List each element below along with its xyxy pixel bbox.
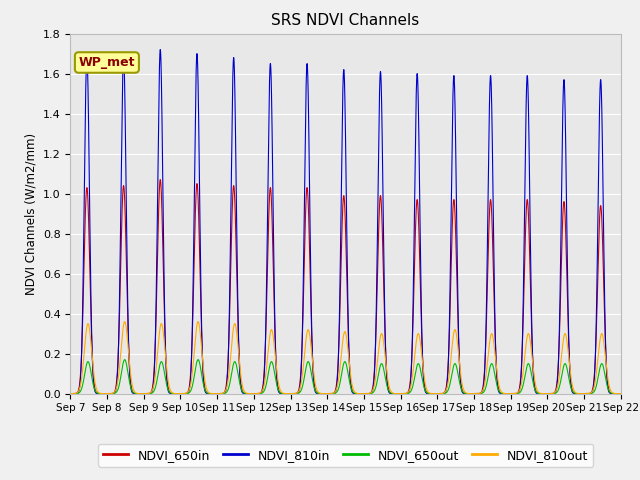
NDVI_810out <box>67 391 74 396</box>
NDVI_810out <box>179 391 186 396</box>
NDVI_650out <box>422 388 429 394</box>
Title: SRS NDVI Channels: SRS NDVI Channels <box>271 13 420 28</box>
NDVI_650out <box>397 391 404 396</box>
NDVI_650in <box>500 391 508 396</box>
NDVI_810in <box>67 391 74 396</box>
NDVI_810in <box>179 391 186 396</box>
NDVI_650out <box>67 391 74 396</box>
NDVI_650in <box>617 391 625 396</box>
NDVI_650out <box>121 357 129 362</box>
NDVI_810out <box>397 391 404 396</box>
NDVI_810out <box>121 319 129 324</box>
NDVI_650out <box>179 391 186 396</box>
Line: NDVI_650in: NDVI_650in <box>70 180 621 394</box>
Line: NDVI_650out: NDVI_650out <box>70 360 621 394</box>
NDVI_810in <box>422 389 429 395</box>
NDVI_810in <box>500 391 508 396</box>
NDVI_810in <box>617 391 625 396</box>
NDVI_650out <box>500 391 508 396</box>
NDVI_810out <box>422 383 429 389</box>
NDVI_650in <box>273 368 280 373</box>
Line: NDVI_810in: NDVI_810in <box>70 49 621 394</box>
Line: NDVI_810out: NDVI_810out <box>70 322 621 394</box>
NDVI_650in <box>184 388 192 394</box>
NDVI_650in <box>422 387 429 393</box>
Text: WP_met: WP_met <box>79 56 135 69</box>
NDVI_810in <box>580 391 588 396</box>
NDVI_650in <box>156 177 164 182</box>
NDVI_650out <box>617 391 625 396</box>
NDVI_810in <box>273 372 280 377</box>
NDVI_810in <box>156 47 164 52</box>
NDVI_810out <box>500 390 508 396</box>
NDVI_810out <box>184 389 192 395</box>
Y-axis label: NDVI Channels (W/m2/mm): NDVI Channels (W/m2/mm) <box>24 132 37 295</box>
NDVI_810out <box>273 366 280 372</box>
NDVI_650out <box>273 381 280 386</box>
NDVI_650out <box>184 390 192 396</box>
NDVI_810in <box>184 390 192 396</box>
NDVI_650out <box>615 391 623 396</box>
NDVI_810out <box>615 391 623 396</box>
Legend: NDVI_650in, NDVI_810in, NDVI_650out, NDVI_810out: NDVI_650in, NDVI_810in, NDVI_650out, NDV… <box>98 444 593 467</box>
NDVI_810in <box>615 391 623 396</box>
NDVI_650in <box>67 391 74 396</box>
NDVI_650in <box>615 391 623 396</box>
NDVI_650in <box>179 391 186 396</box>
NDVI_810out <box>617 391 625 396</box>
